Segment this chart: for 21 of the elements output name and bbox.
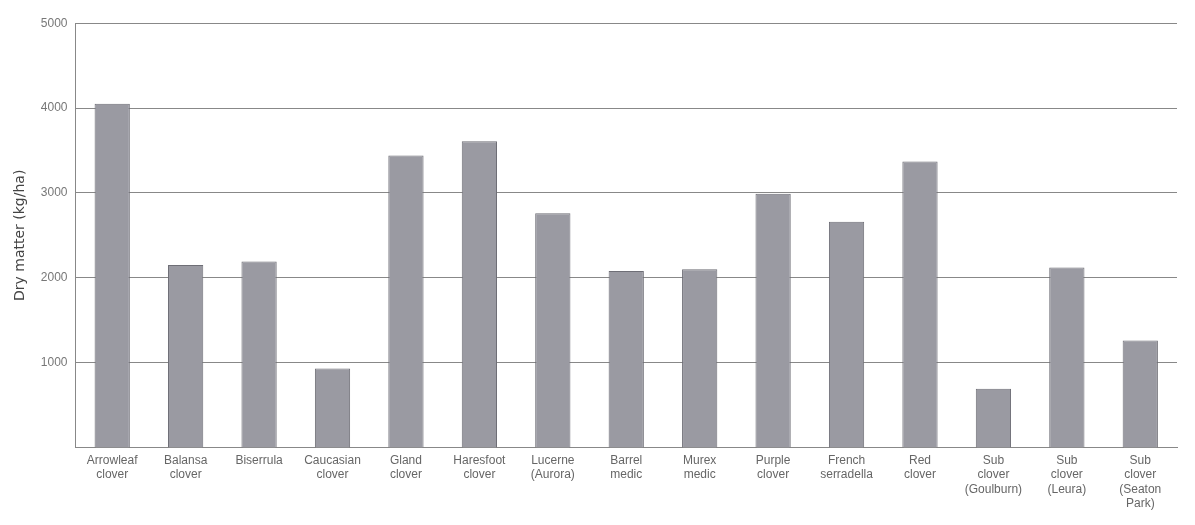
y-tick-label: 1000	[40, 354, 68, 369]
x-tick-label: French serradella	[820, 452, 874, 482]
y-tick-label: 4000	[40, 100, 68, 115]
y-tick-label: 5000	[40, 15, 68, 30]
x-tick-label: Sub clover (Leura)	[1047, 452, 1087, 496]
y-tick-label: 3000	[40, 185, 68, 200]
x-tick-label: Red clover	[903, 452, 936, 482]
y-tick-label: 2000	[40, 270, 68, 285]
x-tick-label: Murex medic	[683, 452, 717, 482]
x-tick-label: Arrowleaf clover	[86, 452, 139, 482]
x-tick-label: Haresfoot clover	[453, 452, 507, 482]
x-tick-label: Balansa clover	[163, 452, 208, 482]
x-tick-label: Purple clover	[755, 452, 791, 482]
x-tick-label: Gland clover	[389, 452, 422, 482]
x-tick-label: Caucasian clover	[304, 452, 361, 482]
x-tick-label: Barrel medic	[610, 452, 643, 482]
x-tick-label: Sub clover (Seaton Park)	[1119, 452, 1162, 511]
x-tick-label: Biserrula	[235, 452, 284, 467]
x-tick-label: Lucerne (Aurora)	[530, 452, 575, 482]
y-axis-title: Dry matter (kg/ha)	[11, 169, 28, 301]
x-tick-label: Sub clover (Goulburn)	[964, 452, 1023, 496]
